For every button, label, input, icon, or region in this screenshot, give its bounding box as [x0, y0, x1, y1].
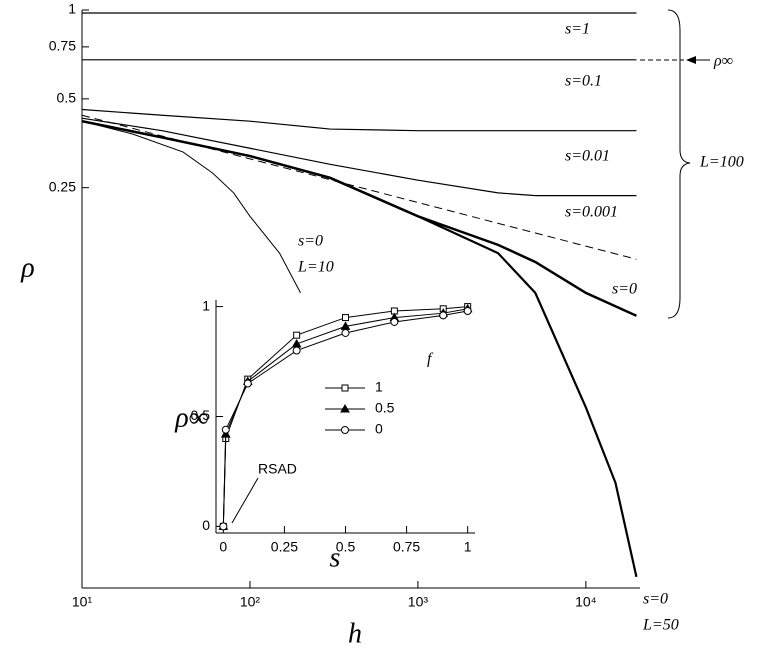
marker [221, 425, 230, 434]
marker [219, 522, 228, 531]
marker [341, 328, 350, 337]
series-line [81, 108, 637, 132]
y-tick-label: 0 [202, 517, 210, 533]
legend-title: f [427, 351, 434, 368]
annotation: L=50 [642, 617, 679, 634]
marker [342, 314, 349, 322]
annotation: s=0 [298, 233, 323, 250]
annotation: L=10 [297, 259, 334, 276]
marker [340, 403, 350, 413]
y-tick-label: 0.25 [49, 178, 76, 194]
y-tick-label: 1 [202, 297, 210, 313]
marker [463, 306, 472, 315]
x-tick-label: 0.5 [336, 539, 356, 555]
annotation: s=0.001 [565, 204, 618, 221]
marker [341, 384, 349, 392]
annotation: s=0 [612, 281, 637, 298]
x-tick-label: 10¹ [72, 594, 93, 610]
annotation: RSAD [258, 461, 297, 477]
x-axis-label: s [330, 542, 341, 573]
x-tick-label: 1 [464, 539, 472, 555]
legend-label: 0 [375, 421, 383, 437]
annotation: s=1 [565, 21, 590, 38]
y-tick-label: 1 [68, 1, 76, 17]
marker [243, 379, 252, 388]
x-tick-label: 10³ [408, 594, 429, 610]
arrow-head [686, 56, 696, 64]
y-tick-label: 0.75 [49, 38, 76, 54]
x-tick-label: 0.75 [393, 539, 420, 555]
annotation: ρ∞ [713, 53, 733, 70]
brace [667, 9, 691, 319]
annotation: s=0.01 [565, 148, 610, 165]
x-tick-label: 0 [219, 539, 227, 555]
annotation: L=100 [699, 154, 744, 171]
legend-label: 1 [375, 379, 383, 395]
marker [439, 311, 448, 320]
series-line [222, 308, 468, 527]
x-tick-label: 0.25 [271, 539, 298, 555]
series-line [81, 117, 637, 197]
annotation: s=0 [643, 591, 668, 608]
series-line [81, 119, 637, 317]
annotation: s=0.1 [565, 73, 602, 90]
series-line [81, 120, 301, 294]
x-tick-label: 10⁴ [575, 594, 597, 610]
x-axis-label: h [348, 618, 362, 649]
marker [390, 317, 399, 326]
marker [293, 331, 301, 339]
y-tick-label: 0.5 [191, 407, 211, 423]
marker [292, 346, 301, 355]
y-tick-label: 0.5 [57, 90, 77, 106]
series-line [81, 120, 638, 578]
marker [341, 426, 349, 434]
rsad-pointer [231, 477, 259, 524]
x-tick-label: 10² [240, 594, 261, 610]
legend-label: 0.5 [375, 400, 395, 416]
series-line [222, 306, 468, 527]
y-axis-label: ρ [20, 252, 34, 283]
y-axis-label: ρ∞ [174, 402, 208, 433]
series-line [222, 310, 468, 527]
